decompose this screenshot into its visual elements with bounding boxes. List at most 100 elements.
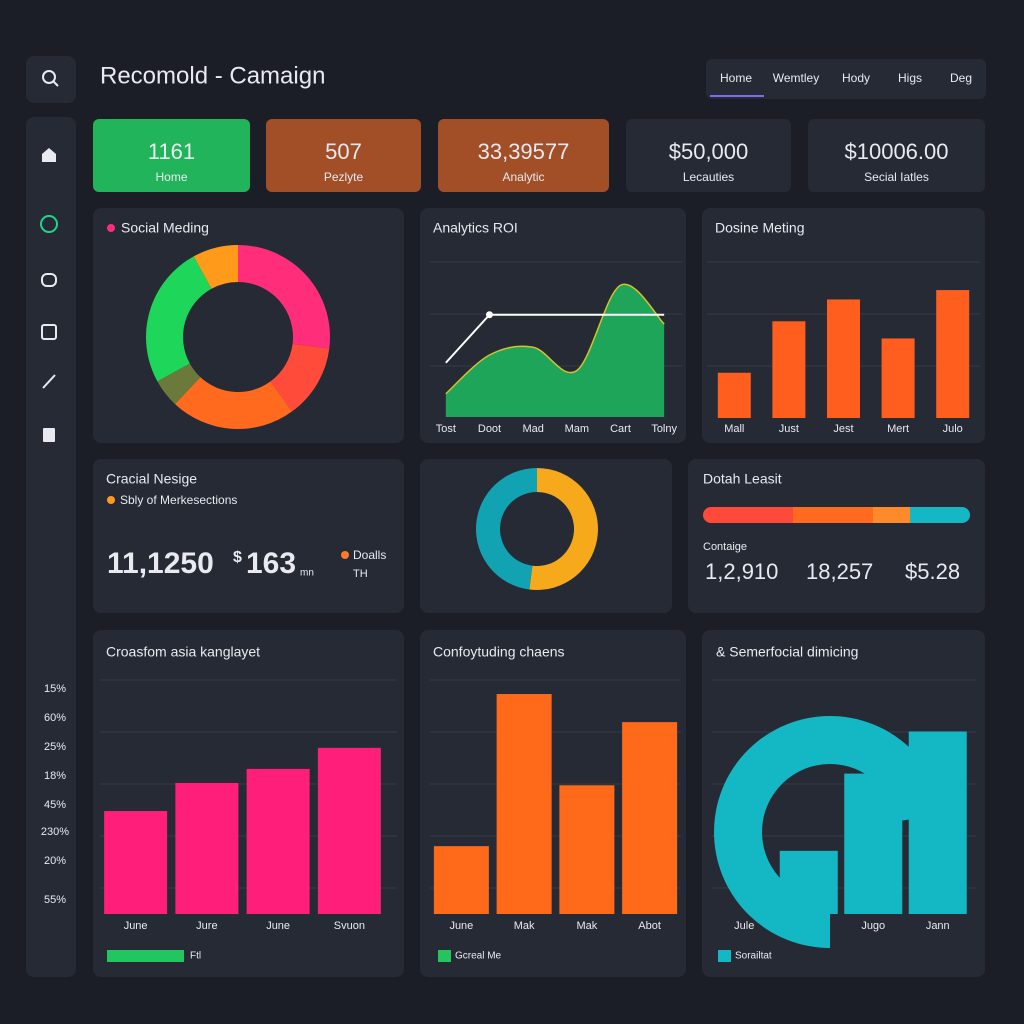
edit-icon[interactable] bbox=[42, 374, 56, 389]
line-point bbox=[486, 311, 493, 319]
x-tick-label: Tolny bbox=[651, 423, 677, 435]
chart-title: & Semerfocial dimicing bbox=[716, 644, 858, 660]
x-tick-label: Doot bbox=[478, 423, 501, 435]
donut-segment bbox=[146, 256, 212, 382]
x-tick-label: Mak bbox=[514, 920, 535, 932]
area bbox=[445, 284, 665, 417]
kpi-value: $50,000 bbox=[669, 139, 749, 164]
nav-item[interactable]: Home bbox=[720, 71, 752, 85]
stats-unit: mn bbox=[300, 568, 314, 579]
figure: 18,257 bbox=[806, 559, 873, 584]
legend-swatch bbox=[718, 950, 731, 962]
legend-label: Gcreal Me bbox=[455, 951, 502, 962]
x-tick-label: Jule bbox=[734, 920, 754, 932]
x-tick-label: Just bbox=[779, 423, 799, 435]
legend-label: Ftl bbox=[190, 951, 201, 962]
nav-item[interactable]: Deg bbox=[950, 71, 972, 85]
progress-bar bbox=[703, 507, 970, 523]
home-icon[interactable] bbox=[42, 148, 56, 162]
donut-segment bbox=[238, 245, 330, 349]
chart-title: Analytics ROI bbox=[433, 220, 518, 236]
kpi-value: 507 bbox=[325, 139, 362, 164]
bar bbox=[779, 850, 838, 914]
search-button[interactable] bbox=[26, 56, 76, 103]
bar bbox=[881, 338, 915, 418]
bar bbox=[496, 694, 552, 914]
kpi-value: 33,39577 bbox=[478, 139, 570, 164]
stats-subtitle: Sbly of Merkesections bbox=[120, 493, 237, 507]
x-tick-label: Tost bbox=[436, 423, 456, 435]
sidebar-label: 230% bbox=[41, 826, 69, 838]
progress-segment bbox=[793, 507, 873, 523]
x-tick-label: Cart bbox=[610, 423, 631, 435]
bar bbox=[772, 321, 806, 418]
figure: 1,2,910 bbox=[705, 559, 778, 584]
x-tick-label: June bbox=[266, 920, 290, 932]
donut-segment bbox=[529, 468, 599, 590]
stats-currency: $ bbox=[233, 549, 242, 566]
nav-item[interactable]: Wemtley bbox=[773, 71, 819, 85]
donut-segment bbox=[193, 245, 238, 289]
search-icon bbox=[42, 70, 56, 84]
donut-segment bbox=[157, 363, 201, 405]
title-dot bbox=[107, 224, 115, 232]
nav-item[interactable]: Higs bbox=[898, 71, 922, 85]
clipboard-icon[interactable] bbox=[43, 428, 55, 442]
stats-note: TH bbox=[353, 568, 368, 580]
progress-segment bbox=[873, 507, 910, 523]
chat-icon[interactable] bbox=[40, 215, 58, 233]
kpi-label: Analytic bbox=[502, 170, 544, 184]
x-tick-label: Abot bbox=[638, 920, 661, 932]
bar bbox=[827, 299, 860, 418]
bar bbox=[622, 722, 678, 914]
panel bbox=[93, 459, 404, 613]
doc-icon[interactable] bbox=[41, 324, 57, 340]
nav-item[interactable]: Hody bbox=[842, 71, 870, 85]
sidebar-label: 25% bbox=[44, 741, 66, 753]
x-tick-label: Jugo bbox=[861, 920, 885, 932]
legend-label: Sorailtat bbox=[735, 951, 772, 962]
stats-title: Cracial Nesige bbox=[106, 471, 197, 487]
nav-underline bbox=[710, 95, 764, 97]
x-tick-label: Jest bbox=[833, 423, 853, 435]
panel bbox=[420, 459, 672, 613]
legend-swatch bbox=[107, 950, 184, 962]
top-nav bbox=[706, 59, 986, 99]
kpi-value: $10006.00 bbox=[845, 139, 949, 164]
kpi-card bbox=[93, 119, 250, 192]
kpi-card bbox=[438, 119, 609, 192]
bar bbox=[317, 747, 381, 914]
sidebar-label: 55% bbox=[44, 894, 66, 906]
bar bbox=[559, 785, 615, 914]
bar bbox=[717, 372, 751, 418]
x-tick-label: Mak bbox=[576, 920, 597, 932]
x-tick-label: Mad bbox=[522, 423, 543, 435]
kpi-card bbox=[626, 119, 791, 192]
sidebar-label: 20% bbox=[44, 855, 66, 867]
link-icon[interactable] bbox=[41, 273, 57, 287]
x-tick-label: June bbox=[449, 920, 473, 932]
x-tick-label: Julo bbox=[943, 423, 963, 435]
kpi-card bbox=[808, 119, 985, 192]
x-tick-label: Mall bbox=[724, 423, 744, 435]
kpi-label: Lecauties bbox=[683, 170, 734, 184]
page-title: Recomold - Camaign bbox=[100, 62, 325, 89]
area-edge bbox=[445, 283, 665, 395]
subtitle-dot bbox=[107, 496, 115, 504]
x-tick-label: Mam bbox=[565, 423, 589, 435]
legend-dot bbox=[341, 551, 349, 559]
caption: Contaige bbox=[703, 541, 747, 553]
bar bbox=[908, 731, 967, 914]
figure: $5.28 bbox=[905, 559, 960, 584]
donut-segment bbox=[175, 377, 293, 429]
bar bbox=[433, 846, 489, 914]
kpi-label: Secial Iatles bbox=[864, 170, 929, 184]
line bbox=[445, 313, 665, 364]
stats-amount: 163 bbox=[246, 547, 296, 580]
sidebar-label: 18% bbox=[44, 770, 66, 782]
x-tick-label: Svuon bbox=[334, 920, 365, 932]
x-tick-label: Jann bbox=[926, 920, 950, 932]
chart-title: Social Meding bbox=[121, 220, 209, 236]
bar bbox=[104, 811, 168, 914]
x-tick-label: June bbox=[124, 920, 148, 932]
